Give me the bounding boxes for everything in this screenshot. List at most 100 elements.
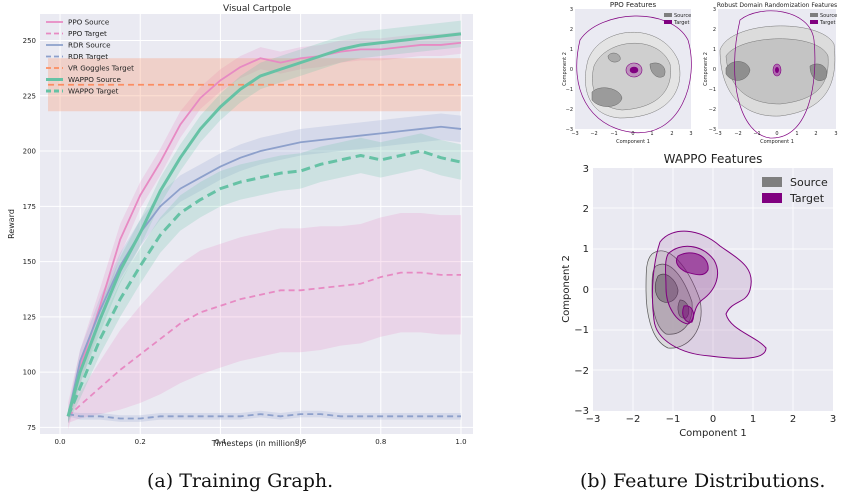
svg-text:0: 0 <box>710 414 716 425</box>
svg-text:−1: −1 <box>610 131 617 137</box>
svg-text:−3: −3 <box>709 127 716 133</box>
svg-text:−3: −3 <box>566 127 573 133</box>
svg-text:3: 3 <box>830 414 836 425</box>
svg-text:−1: −1 <box>753 131 760 137</box>
x-tick-label: 0.8 <box>375 438 386 446</box>
target-density <box>576 15 692 134</box>
target-density <box>651 230 767 359</box>
x-tick-labels: −3 −2 −1 0 1 2 3 <box>586 414 837 425</box>
ppo-features-panel: PPO Features Source Target −3 −2 −1 0 1 … <box>562 1 693 145</box>
svg-text:3: 3 <box>834 131 837 137</box>
y-tick-labels: −3 −2 −1 0 1 2 3 <box>566 7 573 133</box>
caption-a: (a) Training Graph. <box>147 470 334 492</box>
legend: PPO Source PPO Target RDR Source RDR Target… <box>46 18 134 96</box>
legend-label-ppo-source: PPO Source <box>68 18 110 27</box>
svg-text:2: 2 <box>570 27 573 33</box>
svg-text:2: 2 <box>583 204 589 215</box>
y-tick-label: 200 <box>23 148 36 156</box>
ppo-target-line <box>67 271 461 417</box>
svg-text:2: 2 <box>713 27 716 33</box>
svg-text:Source: Source <box>820 13 837 19</box>
svg-text:1: 1 <box>713 47 716 53</box>
x-tick-label: 1.0 <box>455 438 466 446</box>
legend: Source Target <box>762 176 828 205</box>
panel-title: Robust Domain Randomization Features <box>717 2 837 9</box>
rdr-features-panel: Robust Domain Randomization Features Sou… <box>703 2 838 145</box>
legend-label-wappo-target: WAPPO Target <box>68 87 119 96</box>
svg-text:0: 0 <box>775 131 778 137</box>
legend-label-rdr-target: RDR Target <box>68 52 108 61</box>
legend: Source Target <box>664 13 691 26</box>
svg-text:0: 0 <box>583 285 589 296</box>
svg-text:Source: Source <box>674 13 691 19</box>
svg-text:2: 2 <box>670 131 673 137</box>
x-axis-label: Component 1 <box>679 428 747 439</box>
svg-text:−2: −2 <box>566 107 573 113</box>
grid <box>593 168 833 411</box>
y-tick-label: 75 <box>27 424 36 432</box>
series-lines <box>48 32 462 420</box>
x-axis-label: Component 1 <box>760 139 794 145</box>
legend: Source Target <box>810 13 837 26</box>
ppo-source-line <box>67 41 462 417</box>
svg-text:−1: −1 <box>666 414 681 425</box>
ppo-target-band <box>68 212 461 423</box>
svg-text:−2: −2 <box>626 414 641 425</box>
y-tick-labels: −3 −2 −1 0 1 2 3 <box>709 7 716 133</box>
svg-text:Source: Source <box>790 176 828 189</box>
y-tick-label: 175 <box>23 203 36 211</box>
y-tick-label: 100 <box>23 369 36 377</box>
panel-title: WAPPO Features <box>664 152 763 166</box>
svg-text:−3: −3 <box>586 414 601 425</box>
svg-text:1: 1 <box>570 47 573 53</box>
svg-text:2: 2 <box>814 131 817 137</box>
legend-label-rdr-source: RDR Source <box>68 41 111 50</box>
svg-text:Target: Target <box>673 20 690 26</box>
svg-text:3: 3 <box>583 164 589 175</box>
svg-text:−2: −2 <box>574 366 589 377</box>
y-tick-labels: 75 100 125 150 175 200 225 250 <box>23 37 36 432</box>
chart-title: Visual Cartpole <box>223 4 291 14</box>
x-tick-label: 0.4 <box>215 438 227 446</box>
svg-text:2: 2 <box>790 414 796 425</box>
x-tick-labels: −3 −2 −1 0 1 2 3 <box>571 131 692 137</box>
wappo-source-line <box>66 32 462 417</box>
rdr-target-band <box>68 410 461 422</box>
x-tick-label: 0.0 <box>54 438 65 446</box>
svg-text:1: 1 <box>650 131 653 137</box>
svg-text:3: 3 <box>570 7 573 13</box>
x-axis-label: Timesteps (in millions) <box>211 439 303 448</box>
y-tick-label: 225 <box>23 92 36 100</box>
svg-text:Target: Target <box>819 20 836 26</box>
svg-text:−2: −2 <box>709 107 716 113</box>
svg-text:0: 0 <box>570 67 573 73</box>
x-tick-labels: −3 −2 −1 0 1 2 3 <box>714 131 837 137</box>
legend-label-vr-goggles-target: VR Goggles Target <box>68 64 134 73</box>
y-axis-label: Component 2 <box>703 52 709 86</box>
wappo-target-line <box>66 149 462 417</box>
svg-text:3: 3 <box>713 7 716 13</box>
x-axis-label: Component 1 <box>616 139 650 145</box>
svg-text:−1: −1 <box>709 87 716 93</box>
training-graph-chart: Visual Cartpole 0.0 0.2 0.4 0.6 0.8 1.0 75 100… <box>7 4 473 448</box>
svg-text:0: 0 <box>713 67 716 73</box>
y-tick-labels: −3 −2 −1 0 1 2 3 <box>574 164 589 417</box>
rdr-target-line <box>67 413 461 420</box>
x-tick-label: 0.2 <box>135 438 146 446</box>
y-tick-label: 150 <box>23 258 36 266</box>
legend-label-ppo-target: PPO Target <box>68 29 107 38</box>
y-tick-label: 125 <box>23 313 36 321</box>
svg-text:−2: −2 <box>734 131 741 137</box>
svg-text:−2: −2 <box>590 131 597 137</box>
wappo-features-panel: WAPPO Features Source Target −3 −2 −1 0 … <box>561 152 837 439</box>
svg-text:3: 3 <box>689 131 692 137</box>
y-axis-label: Component 2 <box>562 52 568 86</box>
wappo-target-band <box>68 133 461 423</box>
svg-text:−3: −3 <box>714 131 721 137</box>
svg-text:−3: −3 <box>571 131 578 137</box>
x-tick-label: 0.6 <box>295 438 307 446</box>
x-tick-labels: 0.0 0.2 0.4 0.6 0.8 1.0 <box>54 438 466 446</box>
svg-text:−1: −1 <box>574 325 589 336</box>
y-axis-label: Component 2 <box>561 255 572 323</box>
svg-text:1: 1 <box>795 131 798 137</box>
